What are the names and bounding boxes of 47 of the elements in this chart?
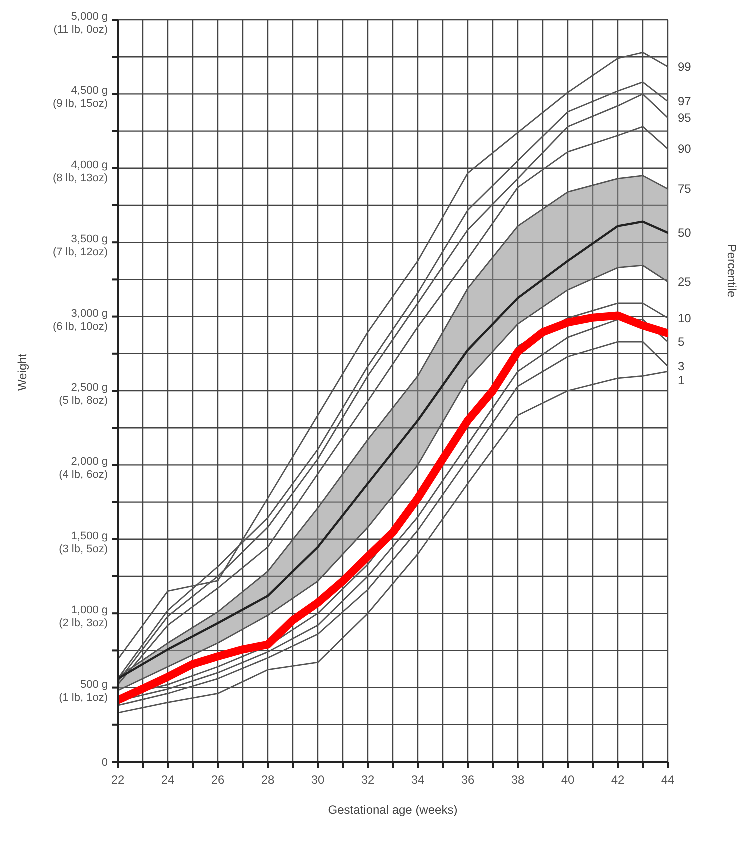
x-tick-label: 30 (311, 773, 325, 787)
text: (6 lb, 10oz) (52, 320, 108, 333)
series-label: 90 (678, 142, 692, 156)
y-tick-label: 2,000 g (71, 456, 108, 468)
y-tick-label: 4,500 g (71, 85, 108, 98)
series-label: 25 (678, 274, 692, 289)
x-tick-label: 42 (611, 773, 625, 787)
y-tick-label: 2,500 g (71, 382, 108, 394)
x-tick-label: 40 (561, 773, 575, 787)
y-tick-label: 5,000 g (71, 11, 108, 23)
text: (11 lb, 0oz) (54, 24, 108, 36)
series-label: 50 (678, 226, 692, 240)
x-tick-label: 28 (261, 773, 275, 787)
y-tick-label: 3,500 g (71, 234, 108, 246)
x-tick-label: 38 (511, 773, 525, 787)
series-label: 10 (678, 311, 692, 326)
text: (8 lb, 13oz) (52, 172, 108, 184)
text: (5 lb, 8oz) (59, 395, 108, 407)
y-tick-label: 0 (102, 757, 108, 769)
text: (4 lb, 6oz) (59, 469, 108, 482)
x-tick-label: 32 (361, 773, 375, 787)
series-label: 97 (678, 94, 692, 109)
y-tick-label: 1,500 g (71, 530, 108, 542)
x-axis-title: Gestational age (weeks) (328, 803, 458, 817)
text: (3 lb, 5oz) (59, 543, 108, 556)
series-label: 95 (678, 110, 692, 125)
text: (1 lb, 1oz) (59, 692, 108, 704)
x-tick-label: 36 (461, 773, 475, 787)
text: (7 lb, 12oz) (52, 246, 108, 259)
y2-axis-title: Percentile (725, 244, 739, 298)
series-label: 99 (678, 60, 692, 74)
series-label: 75 (678, 182, 692, 196)
x-tick-label: 22 (111, 773, 125, 787)
x-tick-label: 34 (411, 773, 425, 787)
x-tick-label: 44 (661, 773, 675, 787)
text: (9 lb, 15oz) (52, 98, 108, 110)
series-label: 1 (678, 374, 685, 388)
text: (2 lb, 3oz) (59, 618, 108, 630)
series-label: 5 (678, 335, 685, 350)
x-tick-label: 24 (161, 773, 175, 787)
series-label: 3 (678, 360, 685, 374)
y-tick-label: 500 g (80, 678, 108, 691)
y-tick-label: 3,000 g (71, 308, 108, 320)
x-tick-label: 26 (211, 773, 225, 787)
y-tick-label: 4,000 g (71, 159, 108, 172)
y-tick-label: 1,000 g (71, 604, 108, 617)
y-axis-title: Weight (15, 353, 30, 391)
